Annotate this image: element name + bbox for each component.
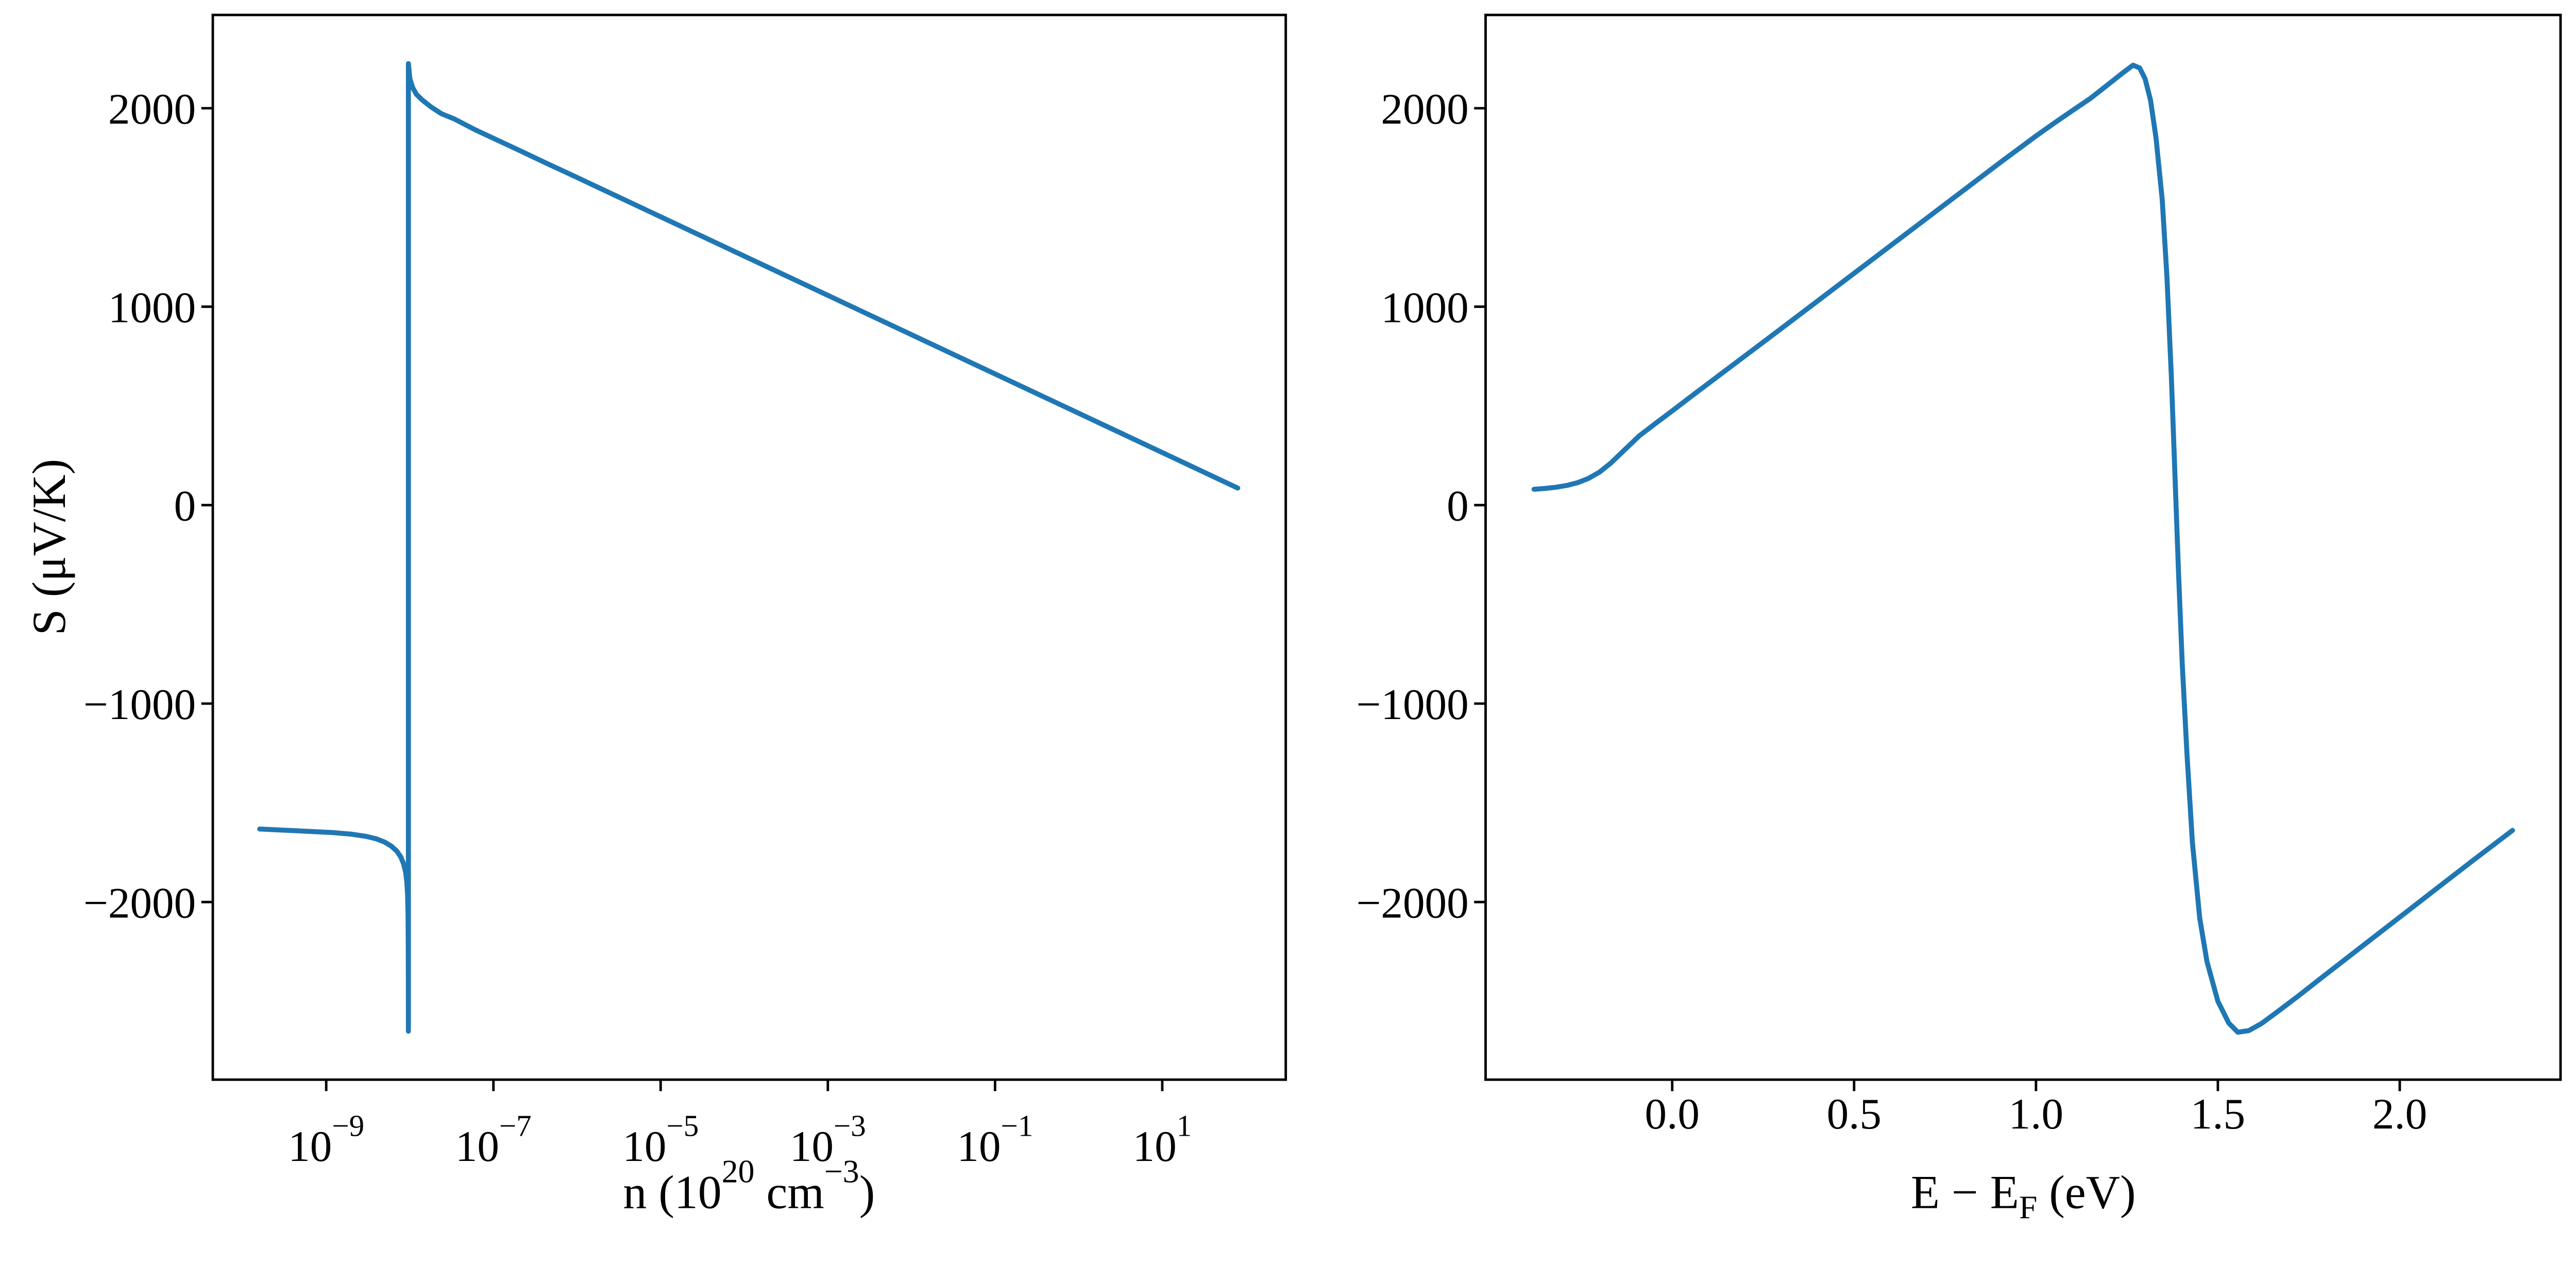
y-axis-label: S (μV/K): [23, 459, 75, 636]
y-tick-label: −2000: [83, 879, 196, 927]
x-tick-label: 10−7: [455, 1108, 532, 1170]
figure-container: 10−9 10−7 10−5 10−3 10−1 101 2000 1000 0 −1000 −20…: [22, 13, 2562, 1226]
left-subplot: 10−9 10−7 10−5 10−3 10−1 101 2000 1000 0 −1000 −20…: [83, 13, 1287, 1171]
y-tick-label: −2000: [1356, 879, 1468, 927]
series-S_vs_n: [257, 61, 1241, 1034]
y-tick-label: 1000: [108, 283, 196, 332]
y-tick-label: −1000: [83, 680, 196, 729]
x-tick-label: 0.5: [1827, 1090, 1882, 1138]
right-subplot: 0.0 0.5 1.0 1.5 2.0 2000 1000 0 −1000 −2000: [1356, 13, 2562, 1138]
x-tick-label: 2.0: [2372, 1090, 2427, 1138]
y-tick-label: −1000: [1356, 680, 1468, 729]
y-tick-label: 1000: [1381, 283, 1468, 332]
y-tick-label: 0: [1447, 482, 1469, 531]
left-x-axis-label: n (1020 cm−3): [623, 1153, 875, 1218]
x-tick-label: 10−1: [957, 1108, 1033, 1170]
series-S_vs_E: [1531, 62, 2515, 1035]
y-tick-label: 2000: [1381, 85, 1468, 133]
x-tick-label: 10−9: [288, 1108, 364, 1170]
right-x-axis-label: E − EF (eV): [1911, 1166, 2136, 1225]
x-tick-label: 1.0: [2009, 1090, 2063, 1138]
x-tick-label: 1.5: [2191, 1090, 2245, 1138]
y-tick-label: 0: [174, 482, 196, 531]
y-tick-label: 2000: [108, 85, 196, 133]
axes-box: [211, 13, 1287, 1081]
seebeck-two-panel-plot: 10−9 10−7 10−5 10−3 10−1 101 2000 1000 0 −1000 −20…: [22, 13, 2562, 1226]
x-tick-label: 10−3: [790, 1108, 866, 1170]
x-tick-label: 0.0: [1645, 1090, 1700, 1138]
axes-box: [1484, 13, 2562, 1081]
x-tick-label: 101: [1133, 1108, 1192, 1170]
x-tick-label: 10−5: [622, 1108, 699, 1170]
